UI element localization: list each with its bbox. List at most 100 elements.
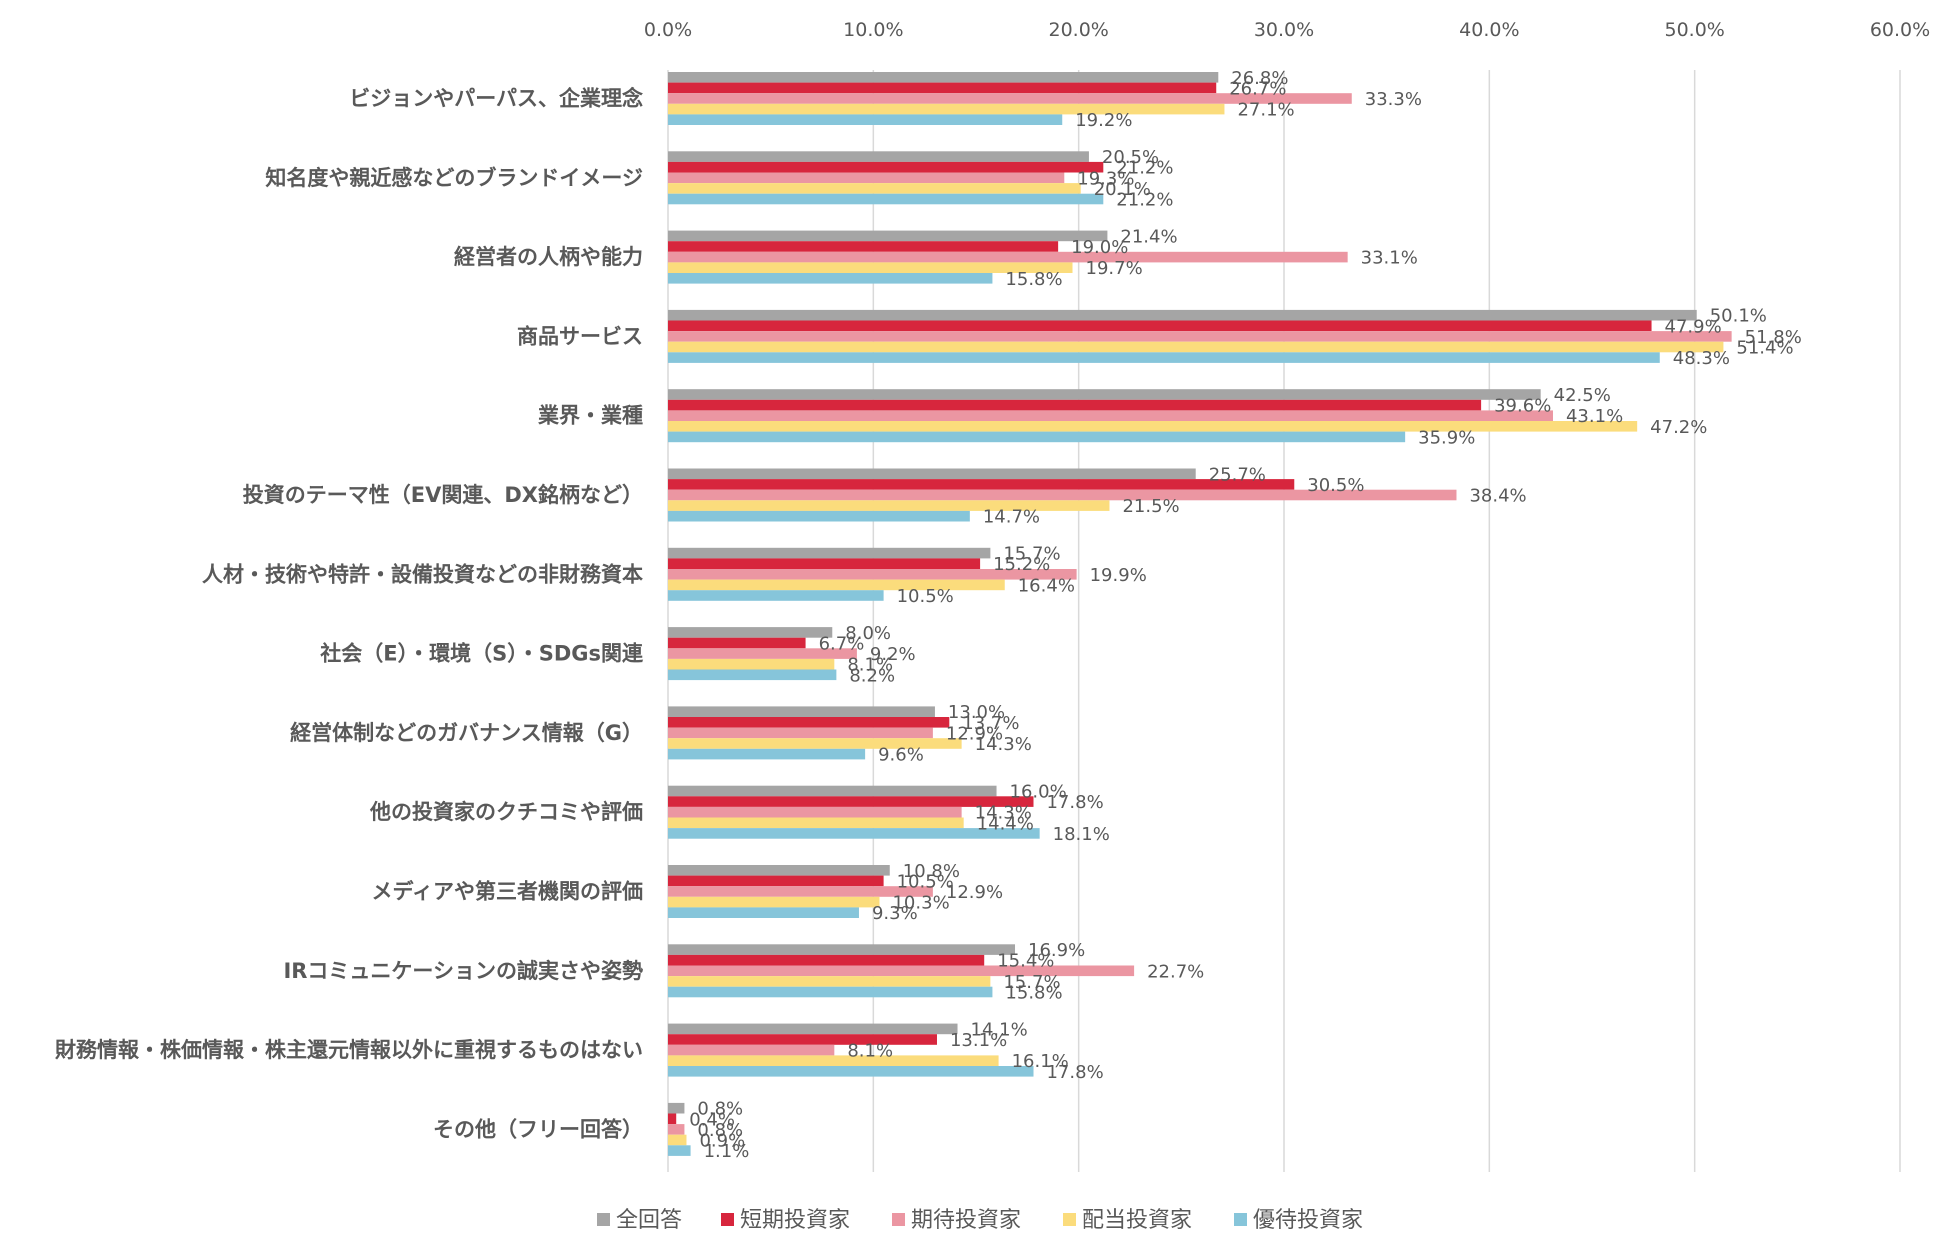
data-label: 19.3% bbox=[1077, 168, 1134, 189]
data-label: 17.8% bbox=[1046, 792, 1103, 813]
bar bbox=[668, 637, 806, 649]
bar bbox=[668, 241, 1059, 252]
data-label: 15.8% bbox=[1005, 269, 1062, 290]
bar bbox=[668, 479, 1295, 490]
category-label: 投資のテーマ性（EV関連、DX銘柄など） bbox=[243, 483, 643, 507]
bar bbox=[668, 410, 1553, 421]
bar bbox=[668, 251, 1348, 263]
bar bbox=[668, 558, 981, 569]
bar bbox=[668, 151, 1089, 162]
category-label: 業界・業種 bbox=[538, 404, 643, 428]
data-label: 14.4% bbox=[977, 813, 1034, 834]
bar bbox=[668, 489, 1457, 501]
legend-label: 短期投資家 bbox=[740, 1208, 850, 1233]
data-label: 30.5% bbox=[1307, 475, 1364, 496]
category-label: 人材・技術や特許・設備投資などの非財務資本 bbox=[202, 562, 643, 586]
bar bbox=[668, 590, 884, 601]
data-label: 15.4% bbox=[997, 951, 1054, 972]
legend-label: 期待投資家 bbox=[911, 1208, 1021, 1233]
bar bbox=[668, 193, 1104, 205]
data-label: 16.9% bbox=[1028, 940, 1085, 961]
bar bbox=[668, 1023, 958, 1035]
data-label: 35.9% bbox=[1418, 427, 1475, 448]
data-label: 9.3% bbox=[872, 903, 918, 924]
data-label: 8.1% bbox=[847, 1041, 893, 1062]
bar bbox=[668, 569, 1077, 580]
data-label: 51.4% bbox=[1736, 338, 1793, 359]
data-label: 8.1% bbox=[847, 655, 893, 676]
legend-swatch bbox=[892, 1213, 905, 1226]
bar bbox=[668, 82, 1217, 94]
category-label: その他（フリー回答） bbox=[433, 1117, 643, 1141]
bar bbox=[668, 320, 1652, 332]
bar bbox=[668, 352, 1660, 363]
bar bbox=[668, 399, 1482, 411]
bar bbox=[668, 828, 1040, 839]
bar bbox=[668, 658, 835, 670]
bar bbox=[668, 817, 964, 829]
data-label: 19.0% bbox=[1071, 237, 1128, 258]
legend-label: 配当投資家 bbox=[1082, 1208, 1192, 1233]
bar bbox=[668, 262, 1073, 273]
x-tick-label: 60.0% bbox=[1870, 19, 1930, 41]
bar bbox=[668, 907, 859, 918]
legend-label: 優待投資家 bbox=[1253, 1208, 1363, 1233]
category-label: 財務情報・株価情報・株主還元情報以外に重視するものはない bbox=[55, 1038, 643, 1062]
bar bbox=[668, 183, 1081, 194]
bar bbox=[668, 706, 935, 717]
data-label: 13.0% bbox=[948, 702, 1005, 723]
data-label: 12.9% bbox=[946, 882, 1003, 903]
data-label: 14.1% bbox=[971, 1019, 1028, 1040]
data-label: 21.4% bbox=[1120, 226, 1177, 247]
bar bbox=[668, 738, 962, 749]
data-label: 10.5% bbox=[897, 871, 954, 892]
data-labels: 26.8% 20.5% 21.4% 50.1% 42.5% 25.7% 15.7% 8.0% 1… bbox=[689, 68, 1802, 1162]
data-label: 43.1% bbox=[1566, 406, 1623, 427]
data-label: 14.7% bbox=[983, 507, 1040, 528]
bar bbox=[668, 1124, 685, 1135]
bar bbox=[668, 965, 1135, 977]
data-label: 13.7% bbox=[962, 713, 1019, 734]
bar bbox=[668, 172, 1065, 184]
category-label: 商品サービス bbox=[517, 324, 643, 348]
bar bbox=[668, 421, 1638, 432]
x-tick-label: 50.0% bbox=[1664, 19, 1724, 41]
bar bbox=[668, 648, 857, 659]
data-label: 19.9% bbox=[1090, 565, 1147, 586]
data-label: 14.3% bbox=[975, 803, 1032, 824]
bar bbox=[668, 500, 1110, 511]
data-label: 1.1% bbox=[704, 1141, 750, 1162]
data-label: 18.1% bbox=[1053, 824, 1110, 845]
bar bbox=[668, 1113, 677, 1125]
x-tick-label: 40.0% bbox=[1459, 19, 1519, 41]
bar bbox=[668, 72, 1219, 83]
bar bbox=[668, 1034, 937, 1045]
data-label: 17.8% bbox=[1046, 1062, 1103, 1083]
data-label: 15.7% bbox=[1003, 544, 1060, 565]
bar bbox=[668, 944, 1016, 955]
bar bbox=[668, 669, 837, 681]
bar bbox=[668, 114, 1063, 125]
bar bbox=[668, 431, 1406, 443]
category-label: ビジョンやパーパス、企業理念 bbox=[349, 87, 643, 111]
legend-swatch bbox=[597, 1213, 610, 1226]
data-label: 47.9% bbox=[1665, 316, 1722, 337]
bar bbox=[668, 1145, 691, 1156]
bar bbox=[668, 954, 985, 966]
data-label: 8.0% bbox=[845, 623, 891, 644]
bar bbox=[668, 1134, 687, 1146]
data-label: 21.2% bbox=[1116, 190, 1173, 211]
bar bbox=[668, 331, 1732, 342]
bar bbox=[668, 230, 1108, 242]
category-label: 知名度や親近感などのブランドイメージ bbox=[265, 166, 643, 190]
data-label: 12.9% bbox=[946, 723, 1003, 744]
legend: 全回答 短期投資家 期待投資家 配当投資家 優待投資家 bbox=[597, 1208, 1363, 1233]
data-label: 38.4% bbox=[1469, 486, 1526, 507]
bar bbox=[668, 785, 997, 797]
bar bbox=[668, 103, 1225, 115]
bar bbox=[668, 886, 933, 897]
data-label: 22.7% bbox=[1147, 961, 1204, 982]
bar bbox=[668, 748, 866, 760]
data-label: 0.8% bbox=[697, 1120, 743, 1141]
